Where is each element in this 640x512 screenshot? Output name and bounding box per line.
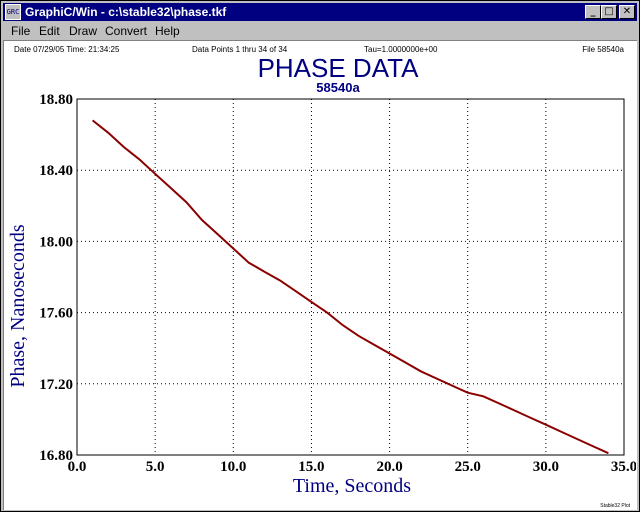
y-tick-label: 18.80 <box>39 92 73 108</box>
window-title: GraphiC/Win - c:\stable32\phase.tkf <box>25 5 227 19</box>
menu-bar: File Edit Draw Convert Help <box>3 22 637 40</box>
x-tick-label: 10.0 <box>220 459 246 475</box>
x-tick-label: 35.0 <box>611 459 636 475</box>
header-file: File 58540a <box>582 45 624 54</box>
menu-help[interactable]: Help <box>155 24 180 38</box>
title-bar[interactable]: GRC GraphiC/Win - c:\stable32\phase.tkf … <box>3 3 637 21</box>
plot-area: Date 07/29/05 Time: 21:34:25 Data Points… <box>3 40 637 510</box>
y-tick-label: 16.80 <box>39 448 73 464</box>
header-points: Data Points 1 thru 34 of 34 <box>192 45 288 54</box>
y-axis-label: Phase, Nanoseconds <box>7 224 29 388</box>
footer-label: Stable32 Plot <box>600 503 630 509</box>
y-tick-label: 18.40 <box>39 163 73 179</box>
y-tick-label: 17.60 <box>39 306 73 322</box>
y-tick-label: 18.00 <box>39 234 73 250</box>
x-tick-label: 25.0 <box>455 459 481 475</box>
tick-labels: 0.0 5.0 10.0 15.0 20.0 25.0 30.0 35.0 16.80 17.20… <box>39 92 636 475</box>
phase-chart: Date 07/29/05 Time: 21:34:25 Data Points… <box>7 45 636 509</box>
plot-border <box>76 98 625 456</box>
x-tick-label: 30.0 <box>533 459 559 475</box>
minimize-button[interactable]: _ <box>585 5 601 19</box>
x-tick-label: 0.0 <box>68 459 87 475</box>
y-tick-label: 17.20 <box>39 377 73 393</box>
header-date: Date 07/29/05 Time: 21:34:25 <box>14 45 120 54</box>
menu-convert[interactable]: Convert <box>105 24 148 38</box>
close-button[interactable]: ✕ <box>619 5 635 19</box>
maximize-button[interactable]: □ <box>601 5 617 19</box>
header-tau: Tau=1.0000000e+00 <box>364 45 438 54</box>
grid <box>77 99 624 455</box>
chart-subtitle: 58540a <box>316 80 360 95</box>
menu-file[interactable]: File <box>11 24 31 38</box>
x-tick-label: 20.0 <box>376 459 402 475</box>
chart-title: PHASE DATA <box>258 53 420 83</box>
app-icon[interactable]: GRC <box>5 4 21 20</box>
x-tick-label: 5.0 <box>146 459 165 475</box>
menu-edit[interactable]: Edit <box>39 24 60 38</box>
x-tick-label: 15.0 <box>298 459 324 475</box>
series-line <box>91 119 609 455</box>
x-axis-label: Time, Seconds <box>293 475 411 497</box>
menu-draw[interactable]: Draw <box>69 24 98 38</box>
